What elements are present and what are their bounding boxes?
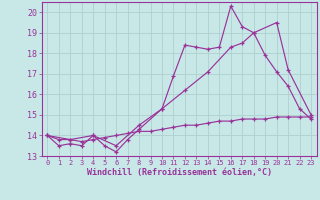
- X-axis label: Windchill (Refroidissement éolien,°C): Windchill (Refroidissement éolien,°C): [87, 168, 272, 177]
